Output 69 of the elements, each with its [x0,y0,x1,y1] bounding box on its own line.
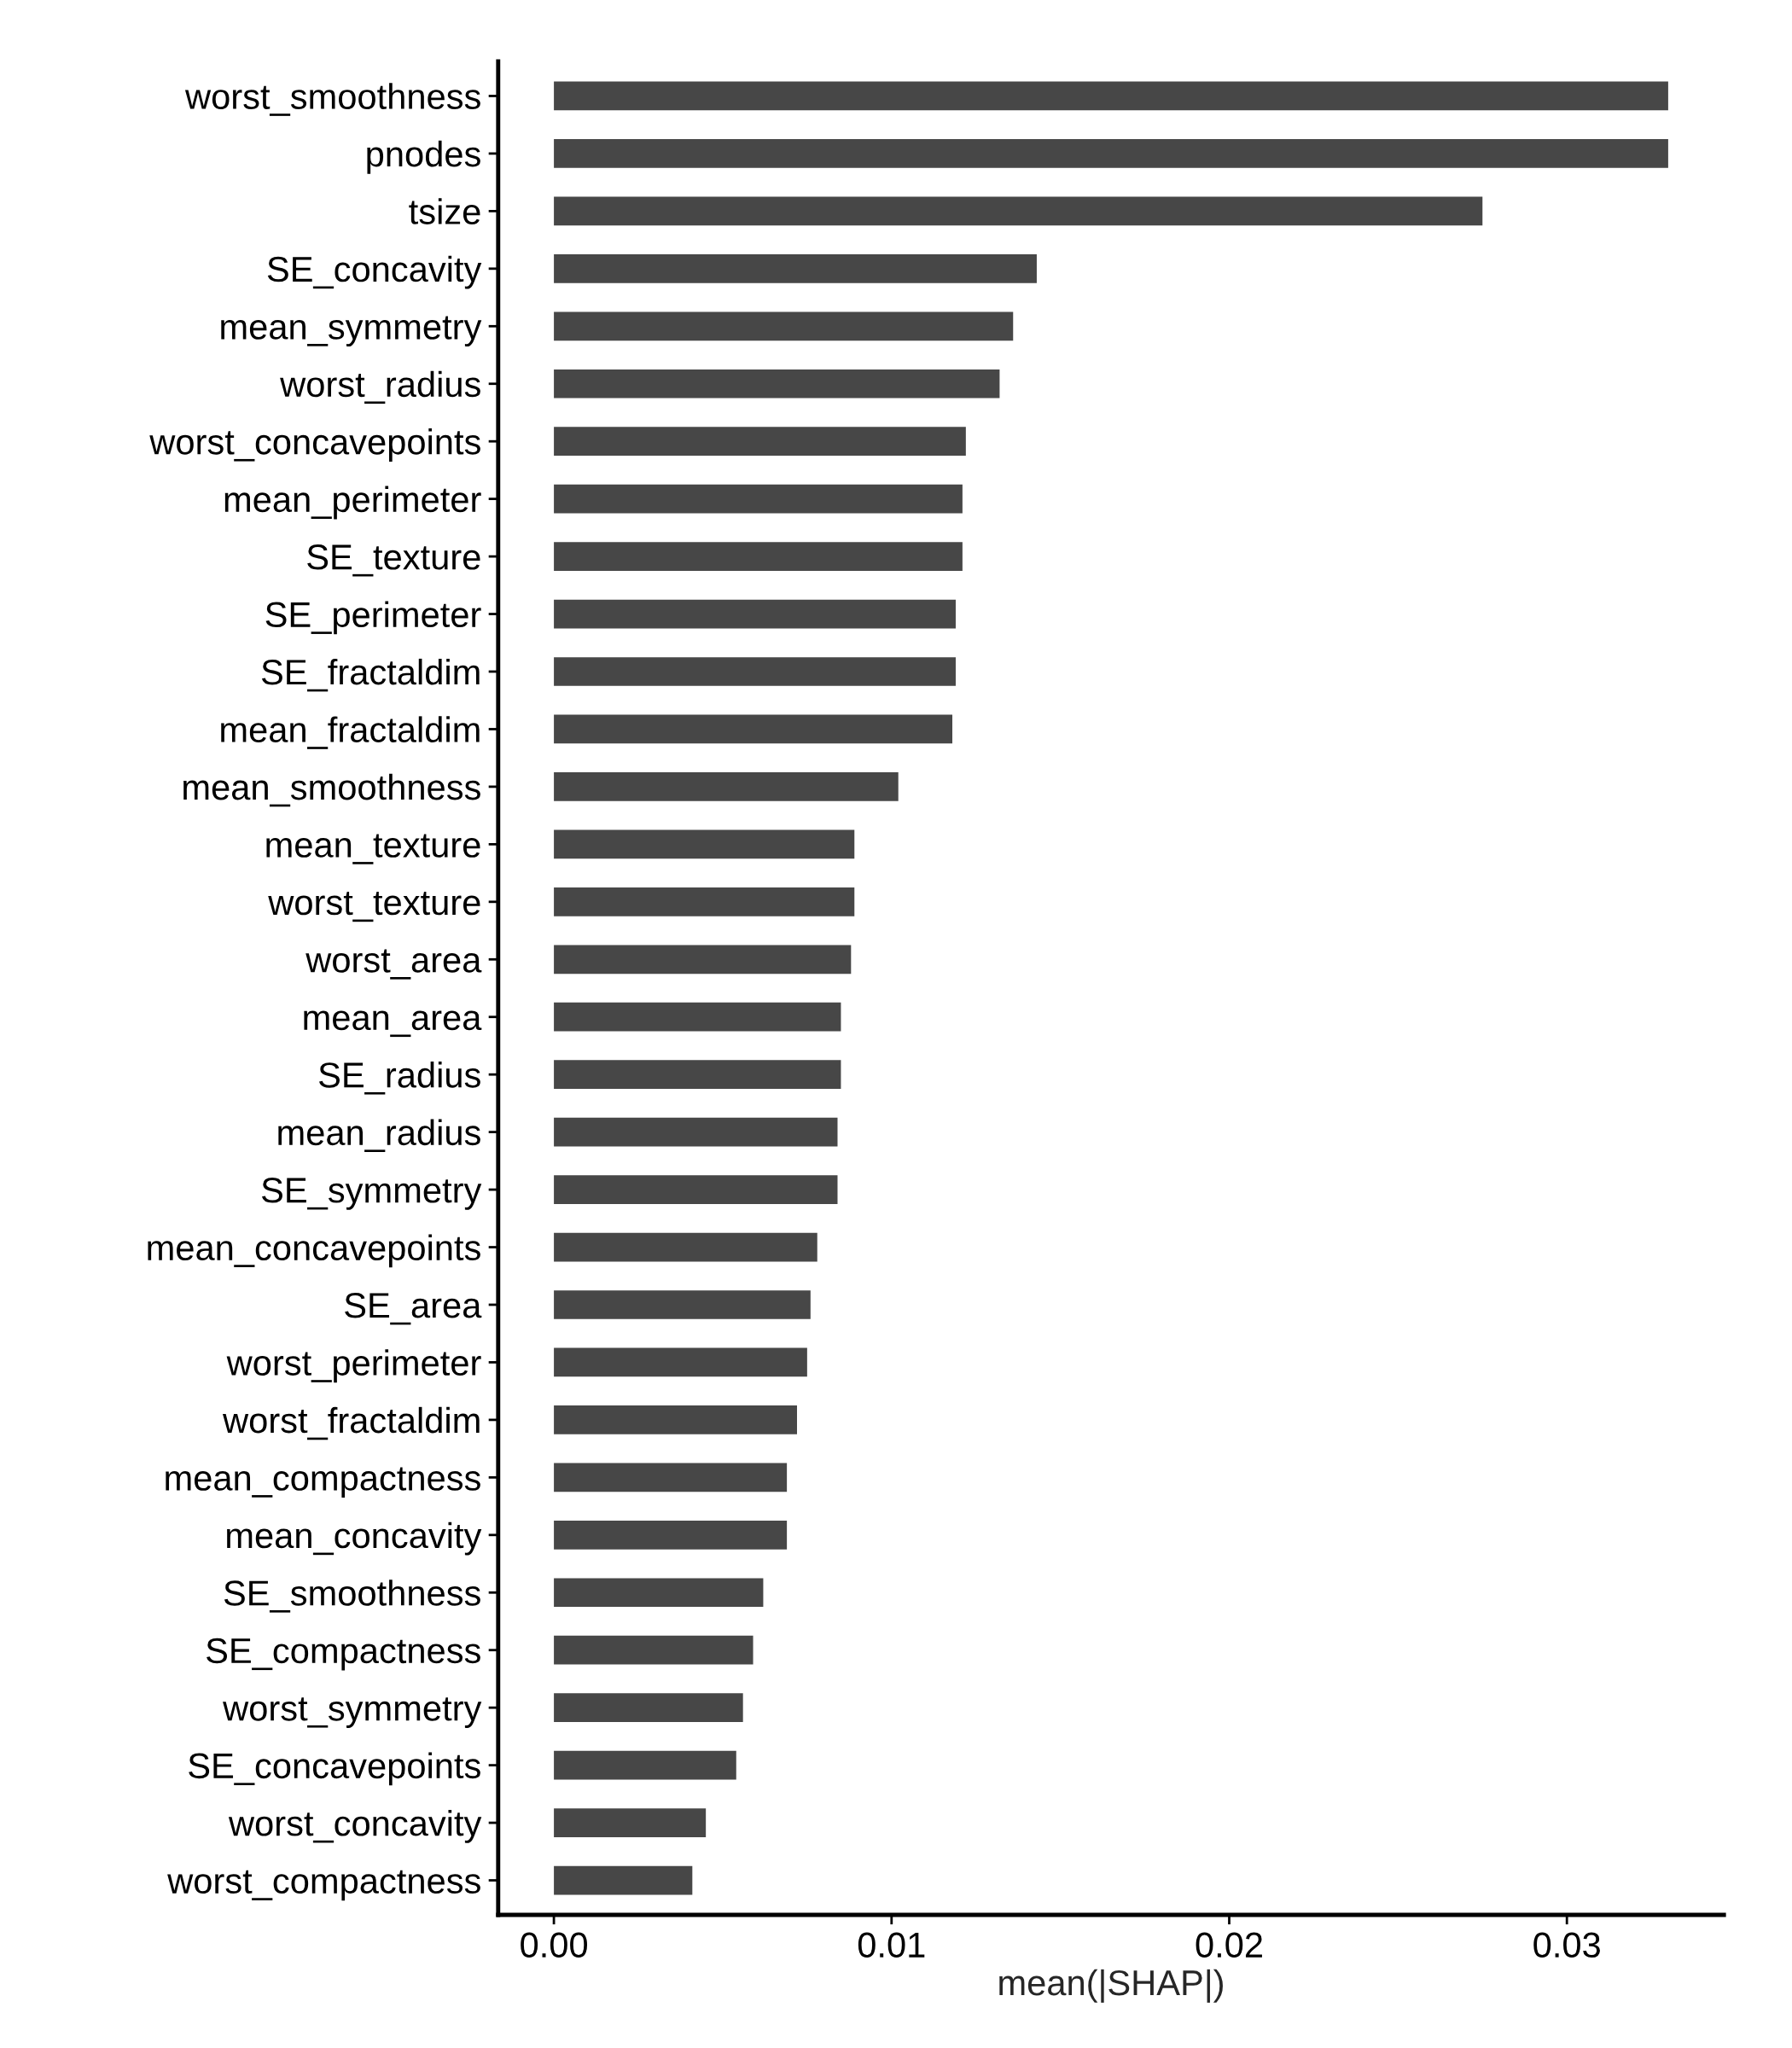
bar [554,196,1483,226]
y-tick-label: SE_fractaldim [261,658,480,692]
bar [554,542,963,571]
y-tick-label: worst_symmetry [223,1697,482,1728]
y-tick-label: SE_compactness [207,1638,480,1671]
bar [554,1808,707,1837]
bar [554,1117,838,1147]
y-tick-label: mean_perimeter [224,486,481,520]
y-tick-label: mean_texture [266,834,480,864]
bar [554,253,1037,283]
y-tick-label: SE_smoothness [224,1580,480,1613]
bar [554,945,852,975]
bar [554,1347,807,1377]
y-tick-label: tsize [409,198,480,224]
y-tick-label: SE_area [345,1293,482,1325]
y-tick-label: worst_smoothness [184,83,480,116]
x-tick-label: 0.00 [521,1932,588,1958]
bar [554,714,953,744]
y-tick-label: SE_radius [319,1062,480,1095]
y-tick-label: worst_radius [280,370,480,404]
bar [554,427,966,457]
bar [554,369,1000,399]
bar [554,1002,841,1032]
bar [554,1232,817,1262]
y-tick-label: worst_fractaldim [222,1406,480,1440]
y-tick-label: mean_symmetry [221,316,482,347]
bar [554,1463,788,1492]
x-tick-label: 0.02 [1196,1932,1262,1958]
y-tick-label: worst_concavepoints [149,428,480,462]
y-tick-label: mean_concavity [227,1521,482,1556]
bar [554,1635,753,1665]
y-tick-label: worst_compactness [167,1870,480,1901]
y-tick-label: mean_radius [278,1119,480,1153]
y-tick-label: mean_fractaldim [221,716,480,749]
y-tick-label: SE_symmetry [261,1178,482,1210]
y-tick-label: SE_concavepoints [189,1752,480,1786]
bar [554,484,963,514]
bar [554,1750,736,1780]
y-tick-label: worst_area [305,949,482,980]
bar [554,829,855,859]
bar [554,1578,764,1608]
bar [554,1693,743,1723]
bar [554,311,1014,341]
bar [554,657,956,686]
y-tick-label: mean_smoothness [183,773,480,807]
y-tick-label: mean_compactness [166,1467,480,1498]
bar [554,81,1668,111]
y-tick-label: mean_concavepoints [148,1234,480,1268]
y-tick-label: pnodes [367,140,480,174]
bar [554,139,1668,168]
bar [554,1865,693,1895]
y-tick-label: worst_perimeter [226,1349,481,1383]
x-axis-title: mean(|SHAP|) [999,1969,1223,2003]
y-tick-label: mean_area [304,1010,482,1038]
y-tick-label: worst_texture [268,891,480,922]
bar [554,1060,841,1090]
bar [554,599,956,629]
y-tick-label: SE_texture [307,544,480,577]
bar [554,1290,811,1319]
y-tick-label: SE_perimeter [265,601,481,635]
bar [554,1520,788,1550]
x-tick-label: 0.03 [1533,1932,1600,1958]
x-tick-label: 0.01 [858,1932,925,1958]
bar [554,772,899,801]
y-tick-label: SE_concavity [267,255,482,289]
y-tick-label: worst_concavity [228,1809,482,1843]
bar [554,887,855,916]
bar [554,1175,838,1204]
bar [554,1405,797,1434]
